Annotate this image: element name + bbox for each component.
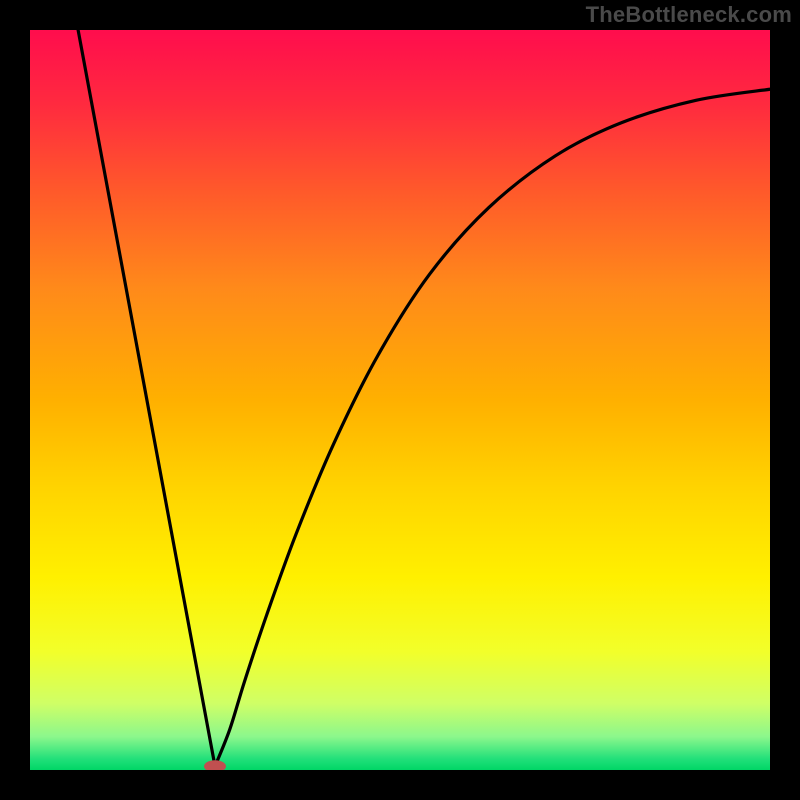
plot-svg [30, 30, 770, 770]
watermark-text: TheBottleneck.com [586, 2, 792, 28]
gradient-background [30, 30, 770, 770]
chart-frame: TheBottleneck.com [0, 0, 800, 800]
